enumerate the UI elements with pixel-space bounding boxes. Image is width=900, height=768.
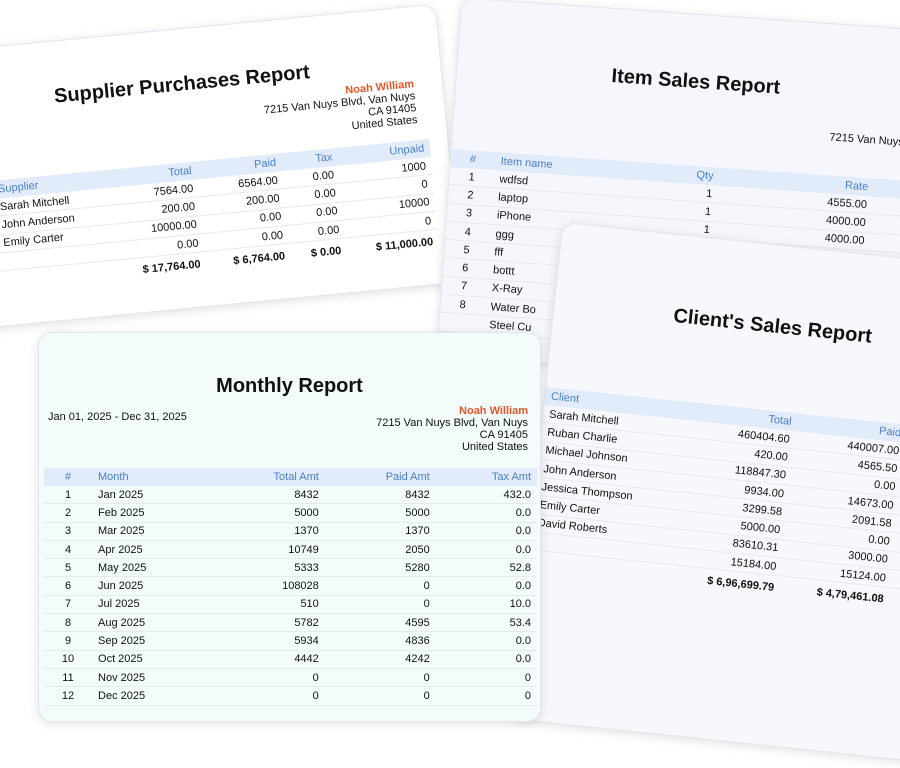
table-cell: 0 bbox=[435, 686, 537, 706]
column-header: Paid Amt bbox=[324, 468, 436, 486]
table-cell: 2050 bbox=[324, 540, 436, 560]
table-cell: 4 bbox=[44, 540, 93, 560]
table-cell: 432.0 bbox=[435, 486, 537, 505]
table-cell: 8 bbox=[44, 613, 93, 633]
table-cell: 0 bbox=[211, 686, 325, 706]
table-row: 5 May 2025 5333 5280 52.8 bbox=[44, 558, 537, 578]
report-table: ClientTotalPaidTaxSarah Mitchell460404.6… bbox=[526, 387, 900, 620]
table-cell: 53.4 bbox=[435, 613, 537, 633]
table-cell: 6 bbox=[44, 576, 93, 596]
column-header: # bbox=[44, 468, 93, 486]
column-header: Total Amt bbox=[211, 468, 325, 486]
table-row: 8 Aug 2025 5782 4595 53.4 bbox=[44, 613, 537, 633]
address-line: United States bbox=[461, 441, 528, 453]
address-line: 7215 Van Nuys Blvd, Van Nuys bbox=[376, 417, 528, 429]
report-table: Supplier Total Paid Tax Unpaid Sarah Mitchell… bbox=[0, 138, 440, 296]
table-cell: Sep 2025 bbox=[92, 631, 212, 651]
table-cell: Feb 2025 bbox=[92, 503, 212, 523]
table-cell bbox=[438, 312, 484, 334]
table-cell: 4442 bbox=[211, 650, 325, 669]
table-cell: 10.0 bbox=[435, 595, 537, 615]
table-row: 2 Feb 2025 5000 5000 0.0 bbox=[44, 503, 537, 523]
table-cell: 1370 bbox=[211, 522, 325, 541]
table-cell: 0.0 bbox=[435, 631, 537, 651]
table-cell: 9 bbox=[44, 631, 93, 651]
table-cell: 0 bbox=[324, 668, 436, 688]
table-cell: 10749 bbox=[211, 540, 325, 560]
table-row: 10 Oct 2025 4442 4242 0.0 bbox=[44, 650, 537, 669]
report-table: # Month Total Amt Paid Amt Tax Amt 1 Jan 2025 8… bbox=[44, 468, 537, 706]
table-cell: 108028 bbox=[211, 576, 325, 596]
table-cell: 8432 bbox=[211, 486, 325, 505]
table-cell: 5000 bbox=[211, 503, 325, 523]
table-row: 1 Jan 2025 8432 8432 432.0 bbox=[44, 486, 537, 505]
table-cell: 4836 bbox=[324, 631, 436, 651]
table-row: 12 Dec 2025 0 0 0 bbox=[44, 686, 537, 706]
table-cell: 5782 bbox=[211, 613, 325, 633]
company-name: Noah William bbox=[459, 405, 528, 417]
table-cell: 1 bbox=[44, 486, 93, 505]
table-cell: 0.0 bbox=[435, 576, 537, 596]
table-cell: Nov 2025 bbox=[92, 668, 212, 688]
table-cell: 4242 bbox=[324, 650, 436, 669]
table-row: 11 Nov 2025 0 0 0 bbox=[44, 668, 537, 688]
table-cell: Dec 2025 bbox=[92, 686, 212, 706]
table-cell: 5333 bbox=[211, 558, 325, 578]
table-cell: 0 bbox=[211, 668, 325, 688]
table-cell: 0.0 bbox=[435, 522, 537, 541]
report-card: Monthly Report Jan 01, 2025 - Dec 31, 202… bbox=[38, 332, 541, 722]
table-row: 6 Jun 2025 108028 0 0.0 bbox=[44, 576, 537, 596]
table-cell: 52.8 bbox=[435, 558, 537, 578]
address-line: CA 91405 bbox=[479, 429, 528, 441]
table-cell: 0 bbox=[324, 595, 436, 615]
table-cell: Aug 2025 bbox=[92, 613, 212, 633]
total-cell: $ 0.00 bbox=[310, 245, 342, 260]
column-header: Tax Amt bbox=[435, 468, 537, 486]
table-cell: 4595 bbox=[324, 613, 436, 633]
table-cell: Oct 2025 bbox=[92, 650, 212, 669]
table-cell: 0.0 bbox=[435, 540, 537, 560]
header-row: # Month Total Amt Paid Amt Tax Amt bbox=[44, 468, 537, 486]
table-cell: 0.0 bbox=[435, 650, 537, 669]
date-range: Jan 01, 2025 - Dec 31, 2025 bbox=[48, 411, 187, 423]
report-card: Supplier Purchases Report Noah William 721… bbox=[0, 3, 463, 333]
table-row: 7 Jul 2025 510 0 10.0 bbox=[44, 595, 537, 615]
table-cell: 7 bbox=[44, 595, 93, 615]
table-cell: 5934 bbox=[211, 631, 325, 651]
table-cell: 5000 bbox=[324, 503, 436, 523]
table-cell: Apr 2025 bbox=[92, 540, 212, 560]
table-cell: Jul 2025 bbox=[92, 595, 212, 615]
table-cell: 0 bbox=[324, 576, 436, 596]
table-cell: 10 bbox=[44, 650, 93, 669]
table-cell: 12 bbox=[44, 686, 93, 706]
table-cell: 510 bbox=[211, 595, 325, 615]
table-cell: 5280 bbox=[324, 558, 436, 578]
report-title: Item Sales Report bbox=[610, 65, 781, 99]
table-cell: Mar 2025 bbox=[92, 522, 212, 541]
report-title: Monthly Report bbox=[216, 375, 363, 397]
table-cell: 11 bbox=[44, 668, 93, 688]
table-cell: 2 bbox=[44, 503, 93, 523]
table-cell: 0 bbox=[324, 686, 436, 706]
table-cell: 0.0 bbox=[435, 503, 537, 523]
table-row: 4 Apr 2025 10749 2050 0.0 bbox=[44, 540, 537, 560]
table-cell: 1370 bbox=[324, 522, 436, 541]
column-header: Month bbox=[92, 468, 212, 486]
table-row: 3 Mar 2025 1370 1370 0.0 bbox=[44, 522, 537, 541]
table-cell: Jan 2025 bbox=[92, 486, 212, 505]
table-cell: 5 bbox=[44, 558, 93, 578]
table-cell: Jun 2025 bbox=[92, 576, 212, 596]
total-cell: $ 668.19 bbox=[888, 588, 900, 620]
table-row: 9 Sep 2025 5934 4836 0.0 bbox=[44, 631, 537, 651]
table-cell: 8432 bbox=[324, 486, 436, 505]
table-cell: 3 bbox=[44, 522, 93, 541]
table-cell: May 2025 bbox=[92, 558, 212, 578]
table-cell: 0 bbox=[435, 668, 537, 688]
